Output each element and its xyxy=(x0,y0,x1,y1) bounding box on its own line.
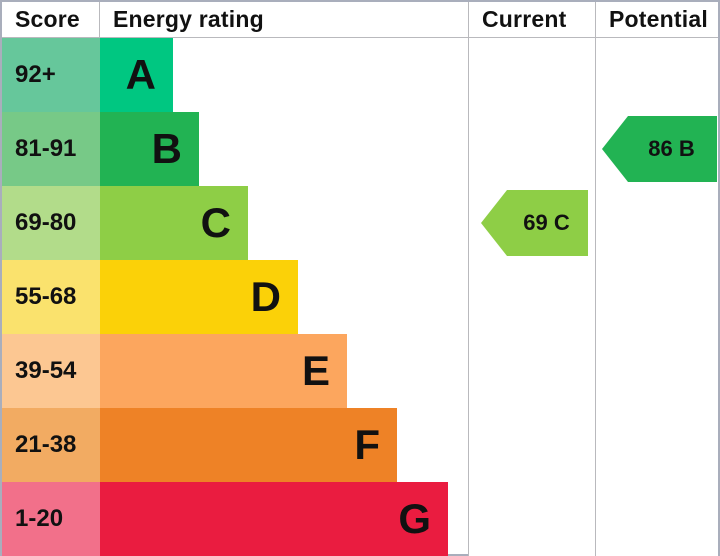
rating-letter-d: D xyxy=(250,273,281,320)
score-range-a: 92+ xyxy=(2,38,100,112)
rating-letter-e: E xyxy=(301,347,330,394)
rating-band-f: F xyxy=(100,408,468,482)
rating-letter-b: B xyxy=(151,125,182,172)
score-range-f: 21-38 xyxy=(2,408,100,482)
score-range-d: 55-68 xyxy=(2,260,100,334)
score-range-b: 81-91 xyxy=(2,112,100,186)
potential-cell-e xyxy=(595,334,718,408)
potential-cell-a xyxy=(595,38,718,112)
rating-band-d: D xyxy=(100,260,468,334)
rating-bar-b: B xyxy=(100,112,199,186)
rating-band-a: A xyxy=(100,38,468,112)
potential-cell-b: 86 B xyxy=(595,112,718,186)
score-range-g: 1-20 xyxy=(2,482,100,556)
potential-rating-marker: 86 B xyxy=(602,116,717,182)
score-range-e: 39-54 xyxy=(2,334,100,408)
rating-letter-c: C xyxy=(200,199,231,246)
rating-letter-a: A xyxy=(125,51,156,98)
current-rating-marker: 69 C xyxy=(481,190,588,256)
potential-cell-d xyxy=(595,260,718,334)
rating-bar-d: D xyxy=(100,260,298,334)
potential-cell-g xyxy=(595,482,718,556)
rating-bar-c: C xyxy=(100,186,248,260)
rating-bar-f: F xyxy=(100,408,397,482)
rating-band-g: G xyxy=(100,482,468,556)
rating-letter-f: F xyxy=(354,421,380,468)
current-column-header: Current xyxy=(468,2,595,38)
energy-rating-header: Energy rating xyxy=(100,2,468,38)
score-column-header: Score xyxy=(2,2,100,38)
rating-bar-a: A xyxy=(100,38,173,112)
current-cell-c: 69 C xyxy=(468,186,595,260)
current-cell-d xyxy=(468,260,595,334)
rating-bar-e: E xyxy=(100,334,347,408)
rating-band-c: C xyxy=(100,186,468,260)
current-cell-a xyxy=(468,38,595,112)
rating-band-e: E xyxy=(100,334,468,408)
rating-letter-g: G xyxy=(398,495,431,542)
current-rating-label: 69 C xyxy=(523,210,570,235)
score-range-c: 69-80 xyxy=(2,186,100,260)
current-cell-e xyxy=(468,334,595,408)
current-cell-b xyxy=(468,112,595,186)
potential-cell-c xyxy=(595,186,718,260)
potential-cell-f xyxy=(595,408,718,482)
rating-bar-g: G xyxy=(100,482,448,556)
potential-column-header: Potential xyxy=(595,2,718,38)
current-cell-g xyxy=(468,482,595,556)
current-cell-f xyxy=(468,408,595,482)
rating-band-b: B xyxy=(100,112,468,186)
potential-rating-label: 86 B xyxy=(648,136,695,161)
